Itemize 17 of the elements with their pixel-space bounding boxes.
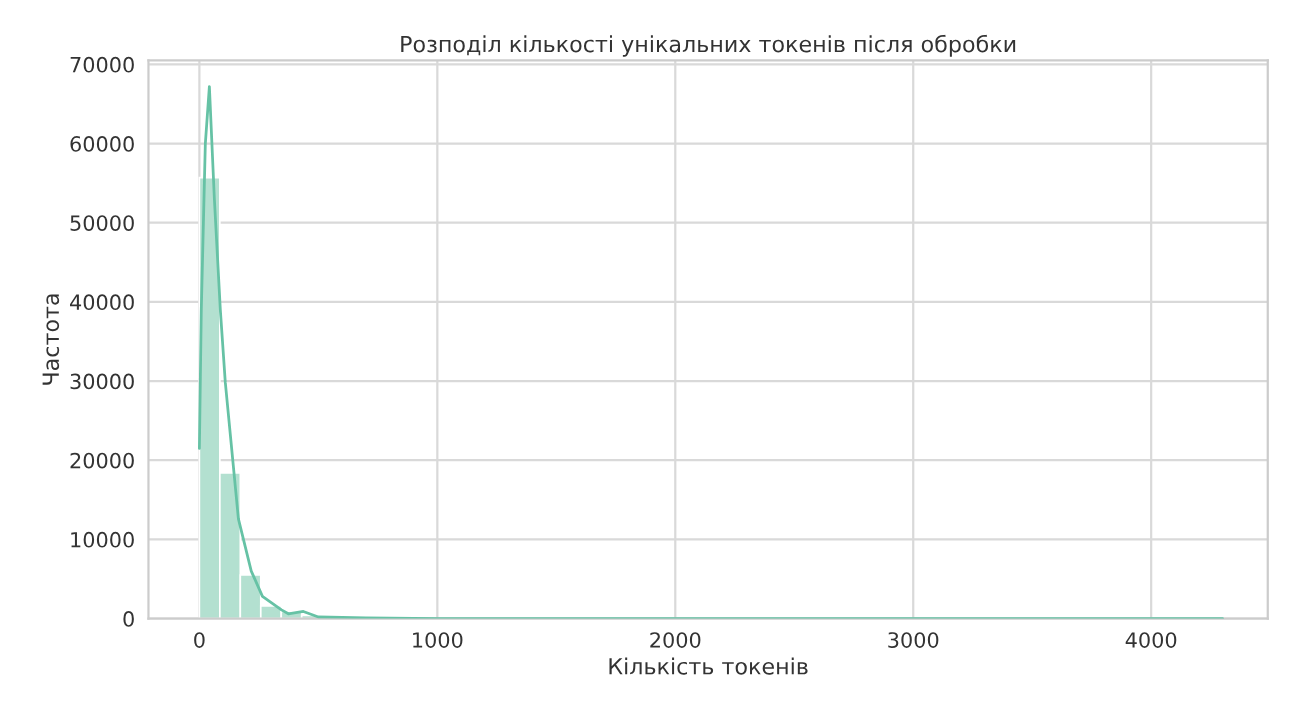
x-tick-label: 2000 [650,632,701,648]
line-series [198,85,1224,619]
y-axis-title: Частота [42,294,60,385]
y-tick-label: 30000 [70,373,134,390]
y-tick-label: 50000 [70,215,134,231]
y-tick-label: 60000 [70,136,134,152]
y-tick-label: 0 [123,611,134,627]
x-tick-label: 4000 [1125,632,1177,648]
y-tick-label: 40000 [70,294,134,311]
y-tick-label: 20000 [70,452,134,469]
x-tick-label: 0 [194,632,205,648]
y-tick-label: 10000 [71,531,134,548]
chart-title: Розподіл кількості унікальних токенів після обробки [401,34,1016,57]
y-tick-label: 70000 [70,56,134,73]
x-tick-label: 1000 [413,632,463,648]
x-axis-title: Кількість токенів [609,657,808,675]
x-tick-label: 3000 [888,632,939,648]
